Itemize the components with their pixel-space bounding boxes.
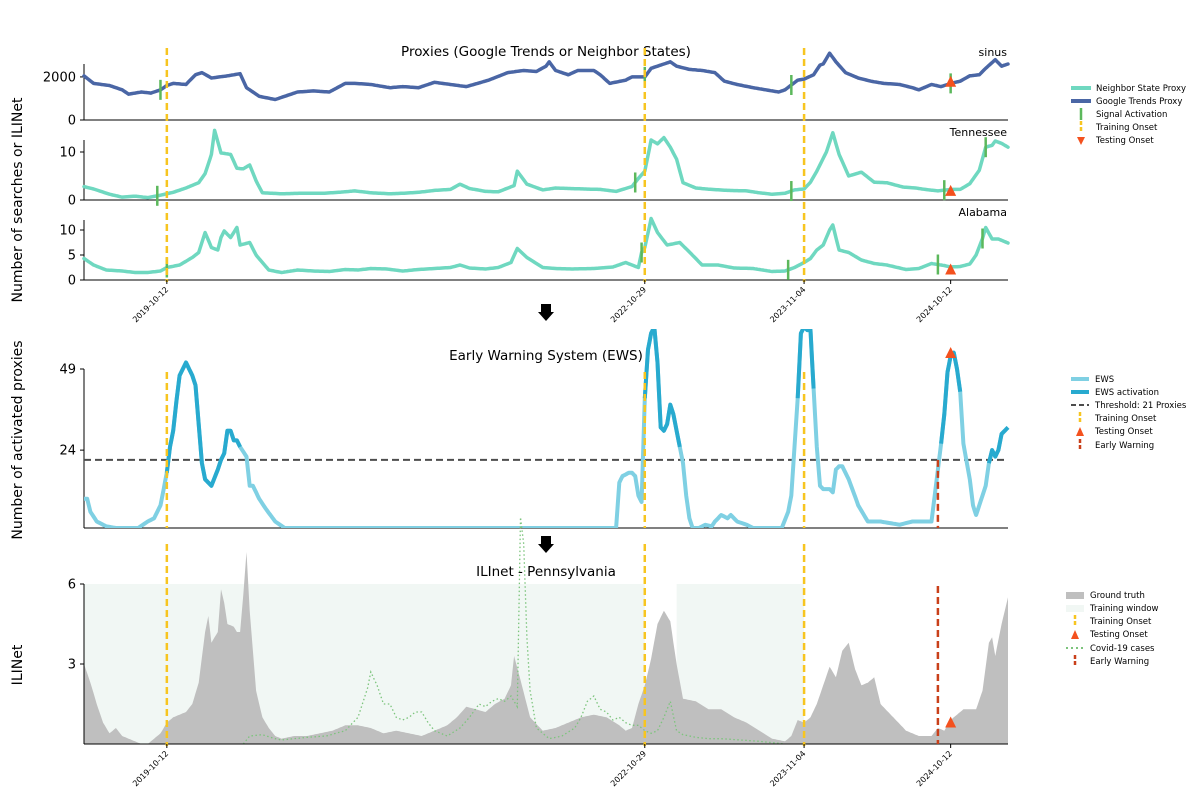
tennessee-testing-onset-marker — [945, 184, 957, 196]
legend-label-threshold: Threshold: 21 Proxies — [1094, 401, 1187, 411]
legend-label-testing: Testing Onset — [1095, 136, 1154, 146]
ews-axis: 24 49 — [59, 363, 85, 528]
proxies-xtick-label: 2023-11-04 — [768, 285, 807, 324]
legend-label-ews: EWS — [1095, 375, 1114, 385]
legend-label-ground-truth: Ground truth — [1090, 591, 1145, 601]
down-arrow-icon — [538, 536, 554, 553]
legend-swatch-testing — [1077, 137, 1085, 145]
tennessee-ytick-label: 10 — [59, 146, 76, 161]
sinus-ytick-label: 0 — [68, 114, 76, 129]
legend-swatch-training-window — [1066, 605, 1084, 612]
ili-covid-line — [242, 517, 786, 745]
legend-label-ews-activation: EWS activation — [1095, 388, 1159, 398]
alabama-testing-onset-marker — [945, 263, 957, 275]
ews-activation-segment — [164, 360, 242, 488]
sinus-axis: 0 2000 — [43, 64, 85, 129]
tennessee-ytick-label: 0 — [68, 194, 76, 209]
ili-ytick-label: 3 — [68, 658, 76, 673]
legend-label-training: Training Onset — [1094, 414, 1157, 424]
ili-xtick-label: 2022-10-29 — [609, 749, 648, 788]
sinus-testing-onset-marker — [945, 75, 957, 87]
ews-ylabel: Number of activated proxies — [10, 340, 26, 539]
ews-ytick-label: 49 — [59, 363, 76, 378]
ili-xtick-label: 2019-10-12 — [131, 749, 170, 788]
proxies-xtick-label: 2019-10-12 — [131, 285, 170, 324]
down-arrow-icon — [538, 304, 554, 321]
ili-testing-onset-marker — [945, 716, 957, 728]
top-ylabel: Number of searches or ILINet — [10, 97, 26, 302]
ews-ytick-label: 24 — [59, 444, 76, 459]
legend-ews: EWS EWS activation Threshold: 21 Proxies… — [1071, 375, 1187, 451]
legend-label-training: Training Onset — [1089, 617, 1152, 627]
proxies-xtick-label: 2024-10-12 — [915, 285, 954, 324]
ews-activation-segment — [986, 425, 1010, 464]
ili-ground-truth-area — [84, 552, 1008, 744]
legend-swatch-testing — [1076, 427, 1084, 436]
ili-ylabel: ILINet — [10, 644, 26, 685]
tennessee-axis: 0 10 — [59, 140, 85, 209]
alabama-ytick-label: 10 — [59, 224, 76, 239]
alabama-ytick-label: 5 — [68, 249, 76, 264]
legend-label-early-warning: Early Warning — [1095, 441, 1154, 451]
ews-activation-segment — [642, 329, 682, 448]
ili-xtick-label: 2024-10-12 — [915, 749, 954, 788]
legend-label-testing: Testing Onset — [1094, 427, 1153, 437]
proxies-xtick-label: 2022-10-29 — [609, 285, 648, 324]
sinus-series-line — [82, 51, 1010, 102]
legend-label-training-window: Training window — [1089, 604, 1159, 614]
ili-training-window — [84, 584, 645, 744]
ews-testing-onset-marker — [945, 347, 957, 359]
ili-title: ILInet - Pennsylvania — [476, 564, 616, 580]
legend-ili: Ground truth Training window Training On… — [1066, 591, 1159, 667]
legend-label-testing: Testing Onset — [1089, 630, 1148, 640]
legend-label-signal: Signal Activation — [1096, 110, 1167, 120]
alabama-ytick-label: 0 — [68, 274, 76, 289]
subplot-label-tennessee: Tennessee — [949, 126, 1008, 139]
sinus-ytick-label: 2000 — [43, 70, 76, 85]
ili-axis: 36 — [68, 578, 85, 744]
subplot-label-sinus: sinus — [979, 46, 1008, 59]
ili-ytick-label: 6 — [68, 578, 76, 593]
alabama-series-line — [82, 216, 1010, 275]
tennessee-series-line — [82, 128, 1010, 200]
legend-swatch-testing — [1071, 630, 1079, 639]
legend-label-neighbor: Neighbor State Proxy — [1096, 84, 1186, 94]
legend-swatch-ground-truth — [1066, 592, 1084, 599]
ews-activation-segment — [795, 329, 816, 399]
alabama-axis: 0 5 10 — [59, 220, 85, 289]
legend-label-google: Google Trends Proxy — [1096, 97, 1182, 107]
subplot-label-alabama: Alabama — [958, 206, 1007, 219]
ili-xtick-label: 2023-11-04 — [768, 749, 807, 788]
ews-title: Early Warning System (EWS) — [449, 348, 643, 364]
legend-proxies: Neighbor State Proxy Google Trends Proxy… — [1071, 84, 1186, 146]
legend-label-training: Training Onset — [1095, 123, 1158, 133]
proxies-title: Proxies (Google Trends or Neighbor State… — [401, 44, 691, 60]
legend-label-covid: Covid-19 cases — [1090, 644, 1155, 654]
ews-activation-segment — [939, 350, 963, 444]
legend-label-early-warning: Early Warning — [1090, 657, 1149, 667]
